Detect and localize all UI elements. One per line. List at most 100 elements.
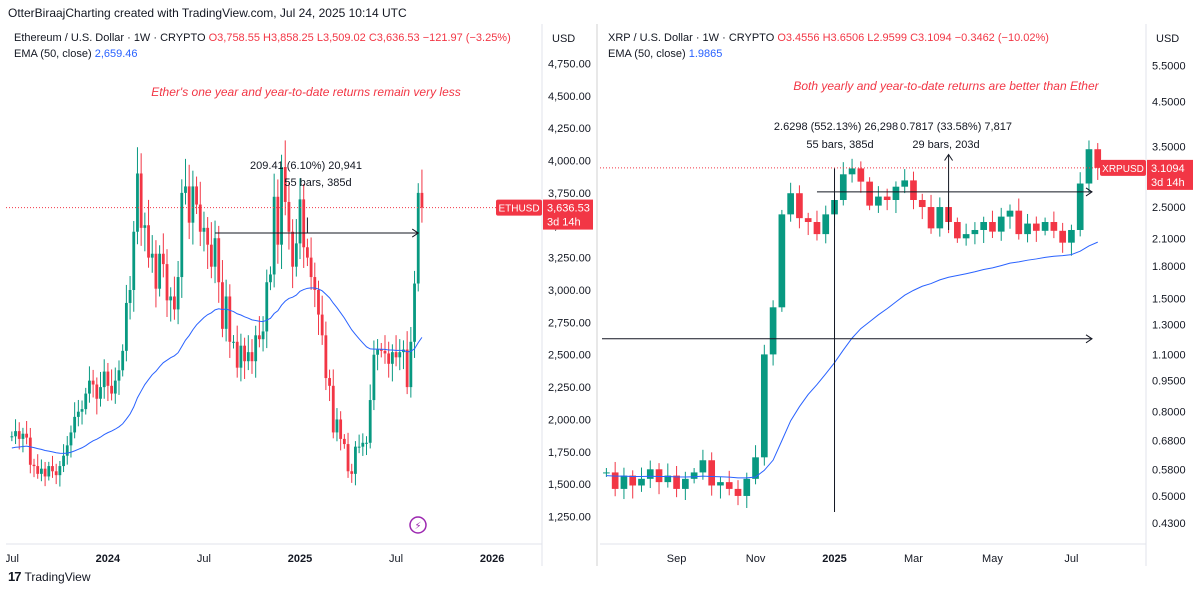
xrp-chart-canvas[interactable]: 0.4300 0.5000 0.5800 0.6800 0.8000 0.9500 1.10… xyxy=(600,24,1194,566)
xrp-low: L2.9599 xyxy=(867,32,908,44)
candle-body xyxy=(752,457,759,479)
eth-high: H3,858.25 xyxy=(263,32,314,44)
candle-body xyxy=(43,468,47,477)
candle-body xyxy=(980,222,988,230)
candle-body xyxy=(294,243,298,267)
measure2-arrow-head xyxy=(1085,187,1093,197)
chart-header-credit: OtterBiraajCharting created with Trading… xyxy=(8,6,407,20)
eth-ema-label[interactable]: EMA (50, close) xyxy=(14,48,92,60)
xrp-ema-label[interactable]: EMA (50, close) xyxy=(608,48,686,60)
candle-body xyxy=(813,222,821,235)
lightning-event-glyph: ⚡ xyxy=(414,521,421,532)
candle-body xyxy=(272,196,276,275)
candle-body xyxy=(387,353,391,364)
x-tick-label: Jul xyxy=(197,553,211,565)
xrp-chart-panel[interactable]: 0.4300 0.5000 0.5800 0.6800 0.8000 0.9500 1.10… xyxy=(600,24,1194,566)
xrp-symbol-name[interactable]: XRP / U.S. Dollar · 1W · CRYPTO xyxy=(608,32,775,44)
eth-symbol-name[interactable]: Ethereum / U.S. Dollar · 1W · CRYPTO xyxy=(14,32,206,44)
candle-body xyxy=(14,431,17,437)
candle-body xyxy=(918,199,926,208)
candle-body xyxy=(224,296,228,329)
candle-body xyxy=(121,350,125,371)
tradingview-brand-label: TradingView xyxy=(24,569,91,584)
measure1-label-bars: 55 bars, 385d xyxy=(806,139,873,151)
xrp-symbol-row: XRP / U.S. Dollar · 1W · CRYPTO O3.4556 … xyxy=(608,30,1049,46)
candle-body xyxy=(413,283,416,342)
candle-body xyxy=(17,431,21,439)
candle-body xyxy=(760,354,768,458)
xrp-legend: XRP / U.S. Dollar · 1W · CRYPTO O3.4556 … xyxy=(608,30,1049,62)
candle-body xyxy=(254,335,258,362)
candle-body xyxy=(1068,229,1075,243)
candle-body xyxy=(603,472,610,474)
candle-body xyxy=(379,349,383,351)
candle-body xyxy=(213,238,217,267)
tradingview-footer[interactable]: 17 TradingView xyxy=(8,569,91,584)
eth-chart-canvas[interactable]: 1,250.00 1,500.00 1,750.00 2,000.00 2,250.00… xyxy=(6,24,594,566)
candle-body xyxy=(409,341,413,388)
y-tick-label: 3,250.00 xyxy=(548,253,591,265)
candle-body xyxy=(839,174,847,200)
candle-body xyxy=(106,371,110,386)
candle-body xyxy=(796,193,803,219)
candle-body xyxy=(822,214,830,235)
candle-body xyxy=(228,296,232,342)
candle-body xyxy=(354,446,357,474)
candle-body xyxy=(10,436,14,438)
candle-body xyxy=(892,186,900,200)
candle-body xyxy=(265,282,269,332)
candle-body xyxy=(184,186,187,193)
eth-ema-row: EMA (50, close) 2,659.46 xyxy=(14,46,511,62)
candle-body xyxy=(99,387,102,399)
xrp-high: H3.6506 xyxy=(822,32,865,44)
eth-chart-panel[interactable]: 1,250.00 1,500.00 1,750.00 2,000.00 2,250.00… xyxy=(6,24,594,566)
candle-body xyxy=(971,229,979,235)
candle-body xyxy=(857,168,865,182)
candle-body xyxy=(1094,149,1102,168)
candle-body xyxy=(368,400,372,443)
panel-separator[interactable] xyxy=(596,24,598,566)
candle-body xyxy=(383,350,387,354)
candle-body xyxy=(335,419,339,433)
x-tick-label: 2025 xyxy=(288,553,312,565)
y-tick-label: 4,500.00 xyxy=(548,91,591,103)
x-tick-label: Jul xyxy=(1064,553,1078,565)
candle-body xyxy=(339,419,343,439)
price-tag-countdown: 3d 14h xyxy=(1151,177,1185,189)
ema-50-line xyxy=(606,241,1098,479)
candle-body xyxy=(32,464,36,467)
chart-annotation: Both yearly and year-to-date returns are… xyxy=(793,79,1099,93)
candle-body xyxy=(232,341,235,343)
candle-body xyxy=(202,227,206,232)
y-tick-label: 4,750.00 xyxy=(548,58,591,70)
candle-body xyxy=(302,199,306,248)
y-tick-label: 0.9500 xyxy=(1152,376,1186,388)
candle-body xyxy=(394,352,398,358)
eth-ema-value: 2,659.46 xyxy=(94,48,138,60)
candle-body xyxy=(51,466,54,472)
candle-body xyxy=(638,478,645,486)
candle-body xyxy=(962,234,970,239)
candle-body xyxy=(62,455,65,467)
y-tick-label: 4.5000 xyxy=(1152,97,1186,109)
measure2-label-change: 0.7817 (33.58%) 7,817 xyxy=(900,121,1012,133)
candle-body xyxy=(342,438,346,445)
candle-body xyxy=(361,442,365,447)
eth-change: −121.97 (−3.25%) xyxy=(422,32,511,44)
y-tick-label: 1,500.00 xyxy=(548,479,591,491)
price-tag-countdown: 3d 14h xyxy=(547,217,581,229)
candle-body xyxy=(39,468,43,474)
candle-body xyxy=(848,168,856,175)
candle-body xyxy=(69,432,73,446)
candle-body xyxy=(416,192,420,284)
candle-body xyxy=(150,253,154,258)
candle-body xyxy=(84,393,88,410)
candle-body xyxy=(309,257,313,278)
candle-body xyxy=(629,475,637,486)
candle-body xyxy=(611,472,619,489)
candle-body xyxy=(787,193,794,215)
candle-body xyxy=(143,225,147,228)
price-tag-box xyxy=(1147,159,1193,190)
candle-body xyxy=(283,167,287,202)
x-tick-label: Mar xyxy=(904,553,923,565)
